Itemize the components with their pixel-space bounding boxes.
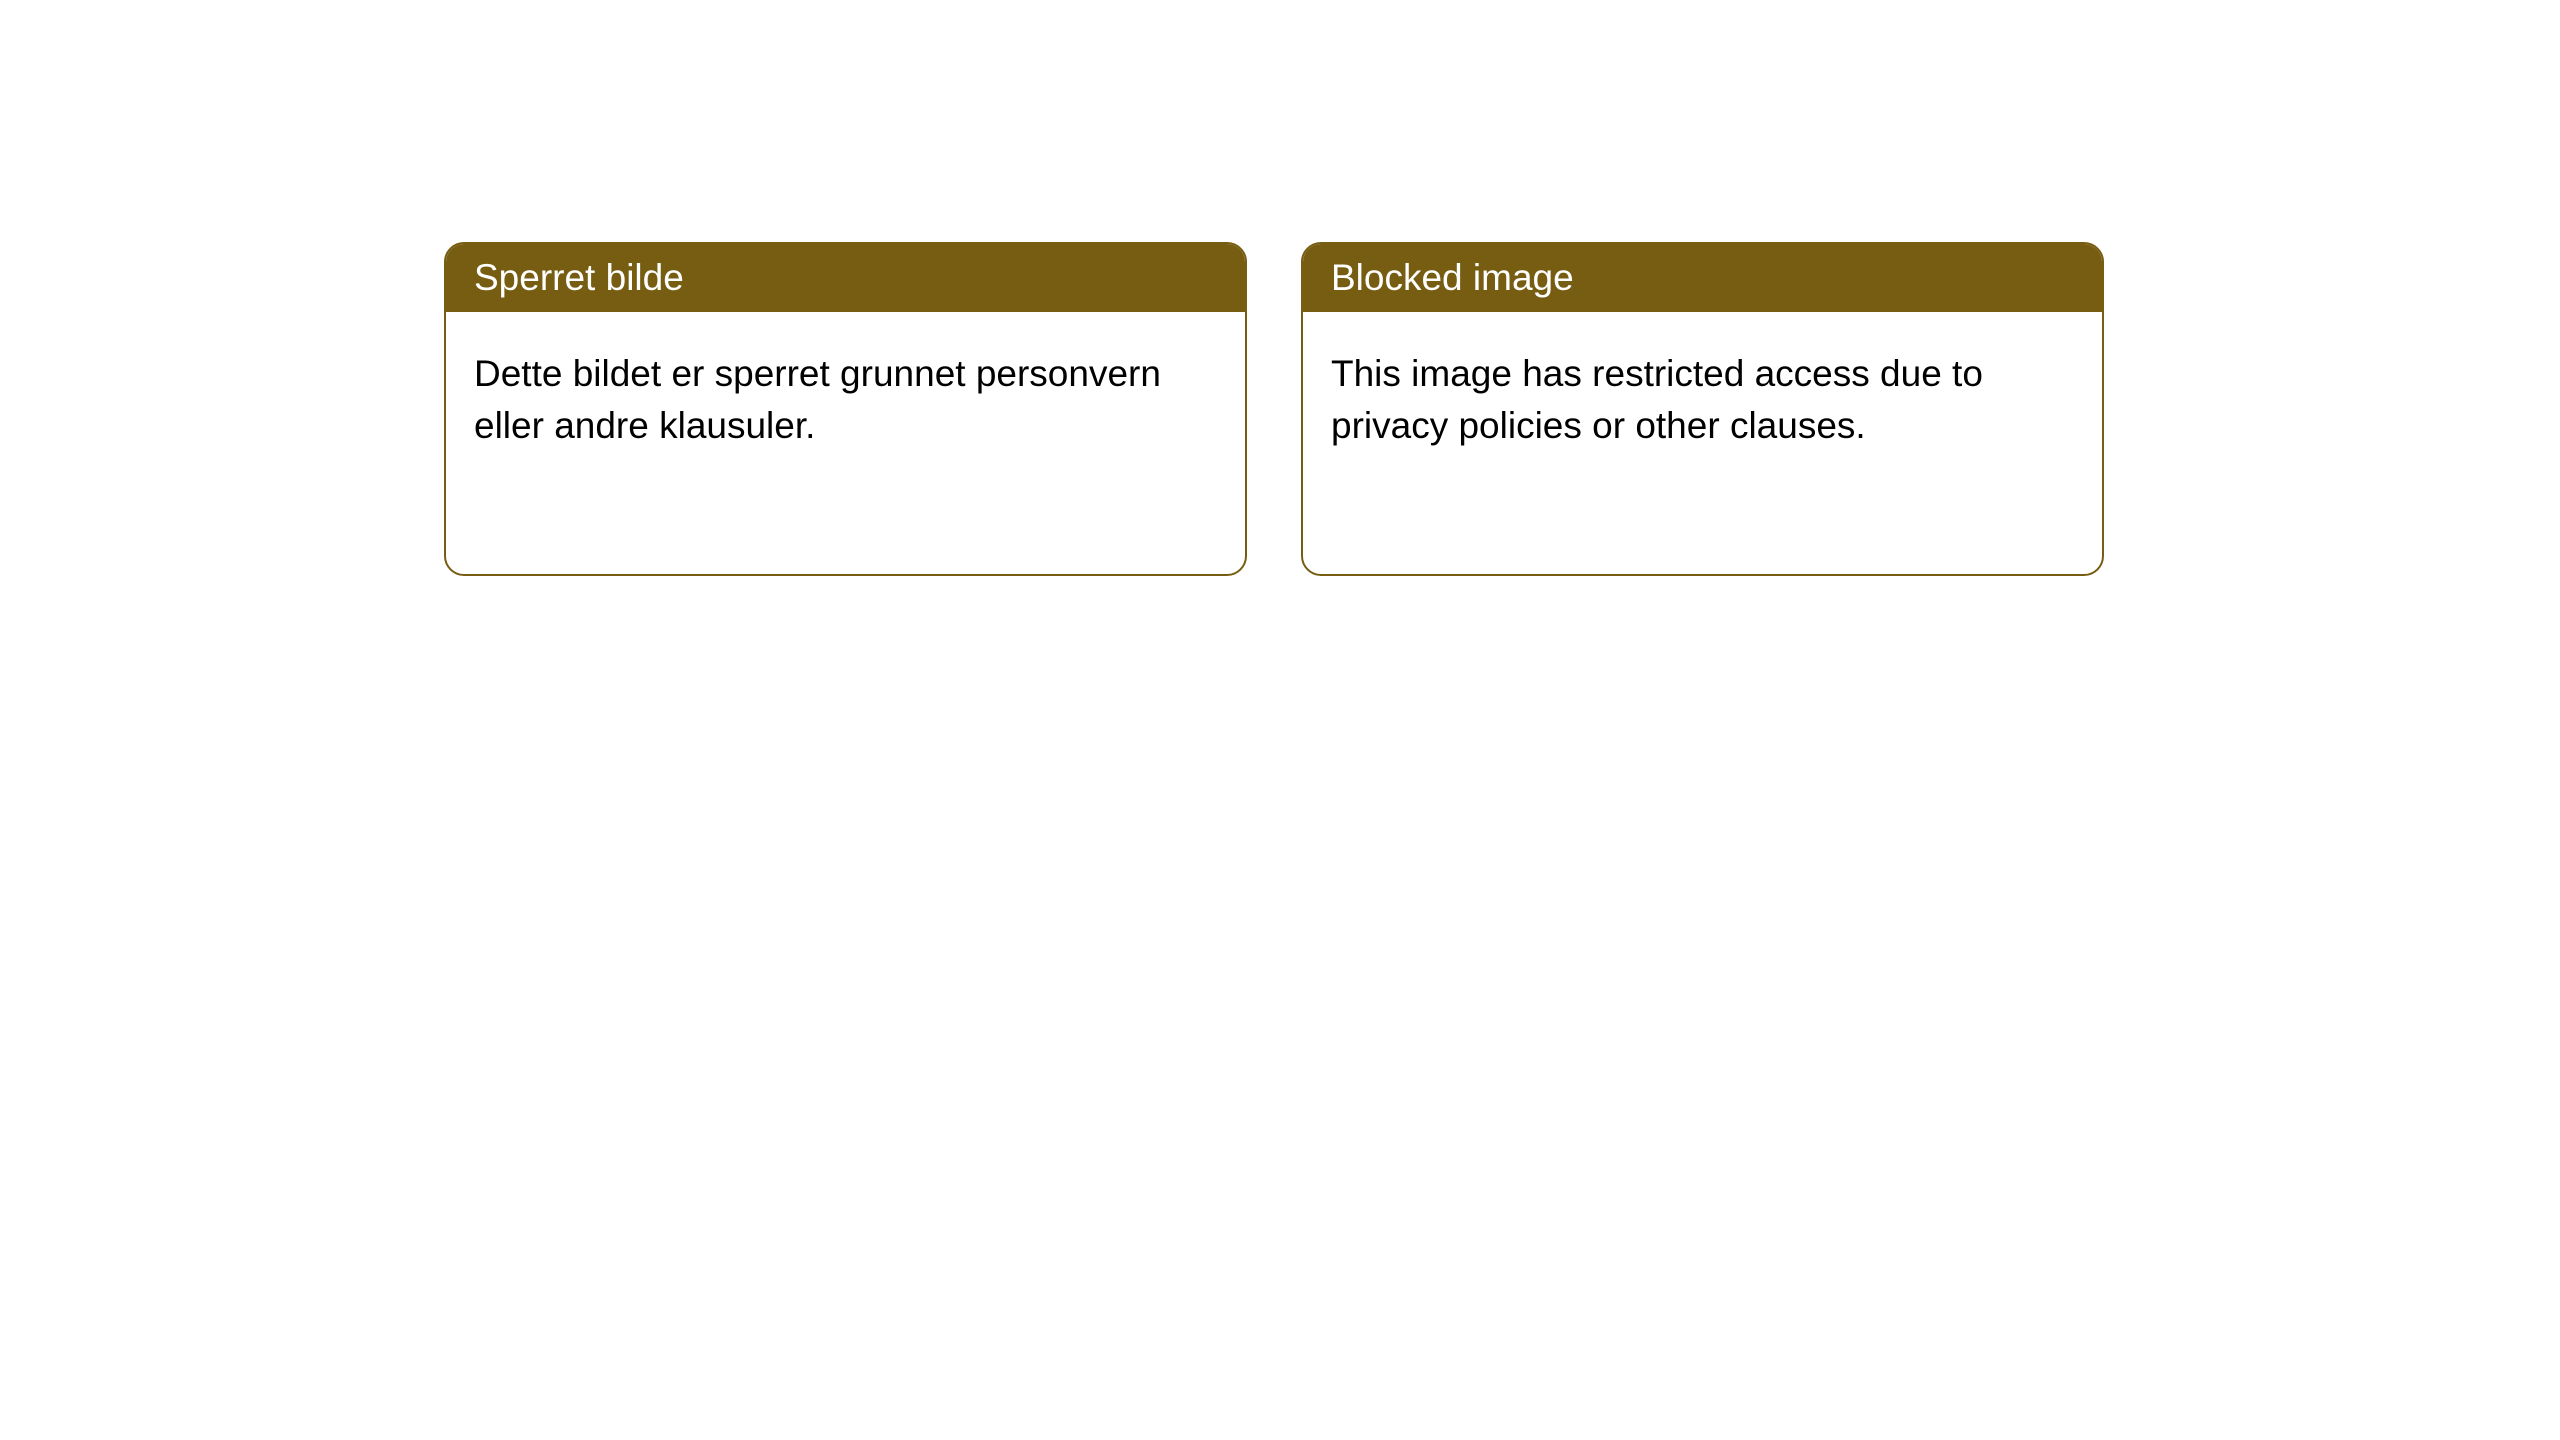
notice-card-title: Sperret bilde	[446, 244, 1245, 312]
notice-card-title: Blocked image	[1303, 244, 2102, 312]
notice-card-body: Dette bildet er sperret grunnet personve…	[446, 312, 1245, 488]
notice-cards-container: Sperret bilde Dette bildet er sperret gr…	[0, 0, 2560, 576]
notice-card-body: This image has restricted access due to …	[1303, 312, 2102, 488]
notice-card-english: Blocked image This image has restricted …	[1301, 242, 2104, 576]
notice-card-norwegian: Sperret bilde Dette bildet er sperret gr…	[444, 242, 1247, 576]
